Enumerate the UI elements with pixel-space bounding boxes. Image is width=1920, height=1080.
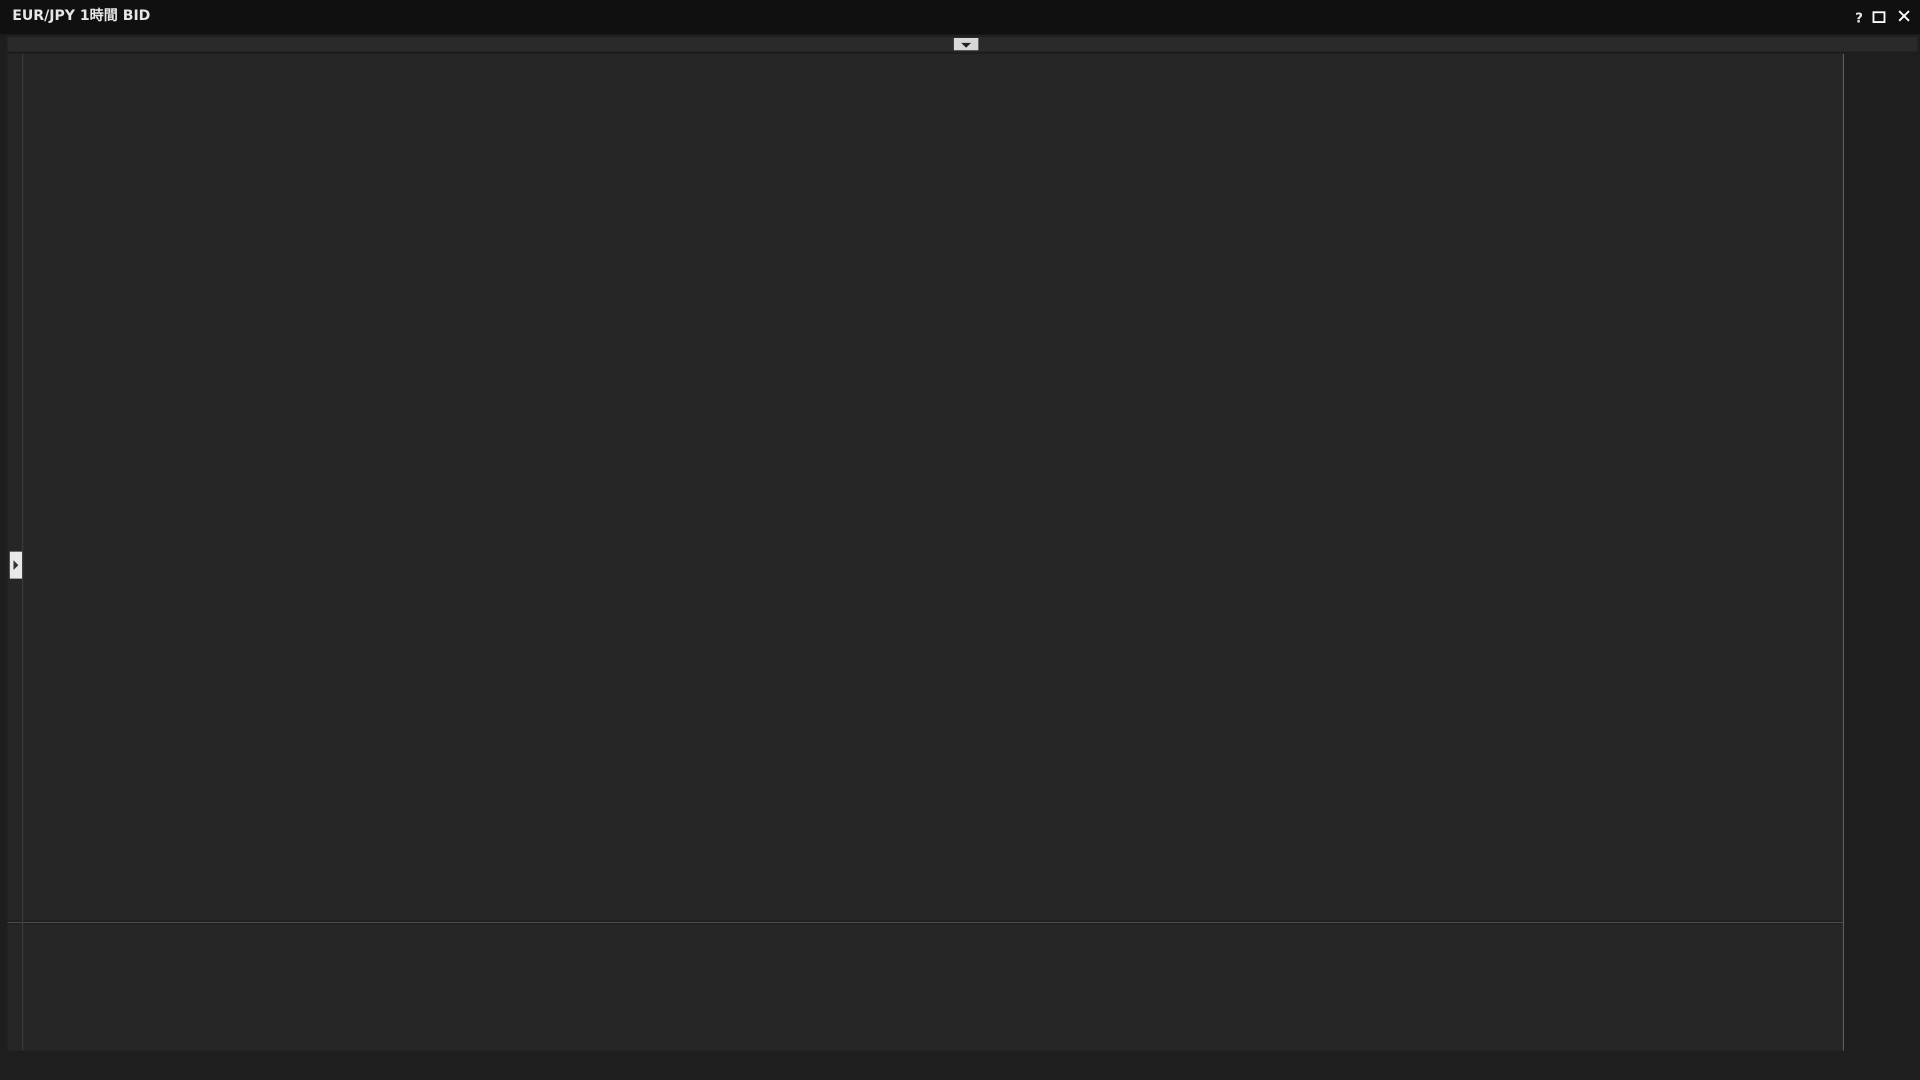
side-tab-arrow: [13, 560, 19, 571]
help-button[interactable]: ?: [1855, 10, 1863, 26]
price-panel: [7, 53, 1843, 921]
toolbar-toggle-arrow: [961, 42, 972, 48]
stochastic-panel: [7, 924, 1843, 1051]
maximize-button[interactable]: [1872, 11, 1886, 23]
title-bar: [0, 0, 1920, 35]
window-title: EUR/JPY 1時間 BID: [12, 7, 150, 24]
close-button[interactable]: [1898, 10, 1910, 22]
